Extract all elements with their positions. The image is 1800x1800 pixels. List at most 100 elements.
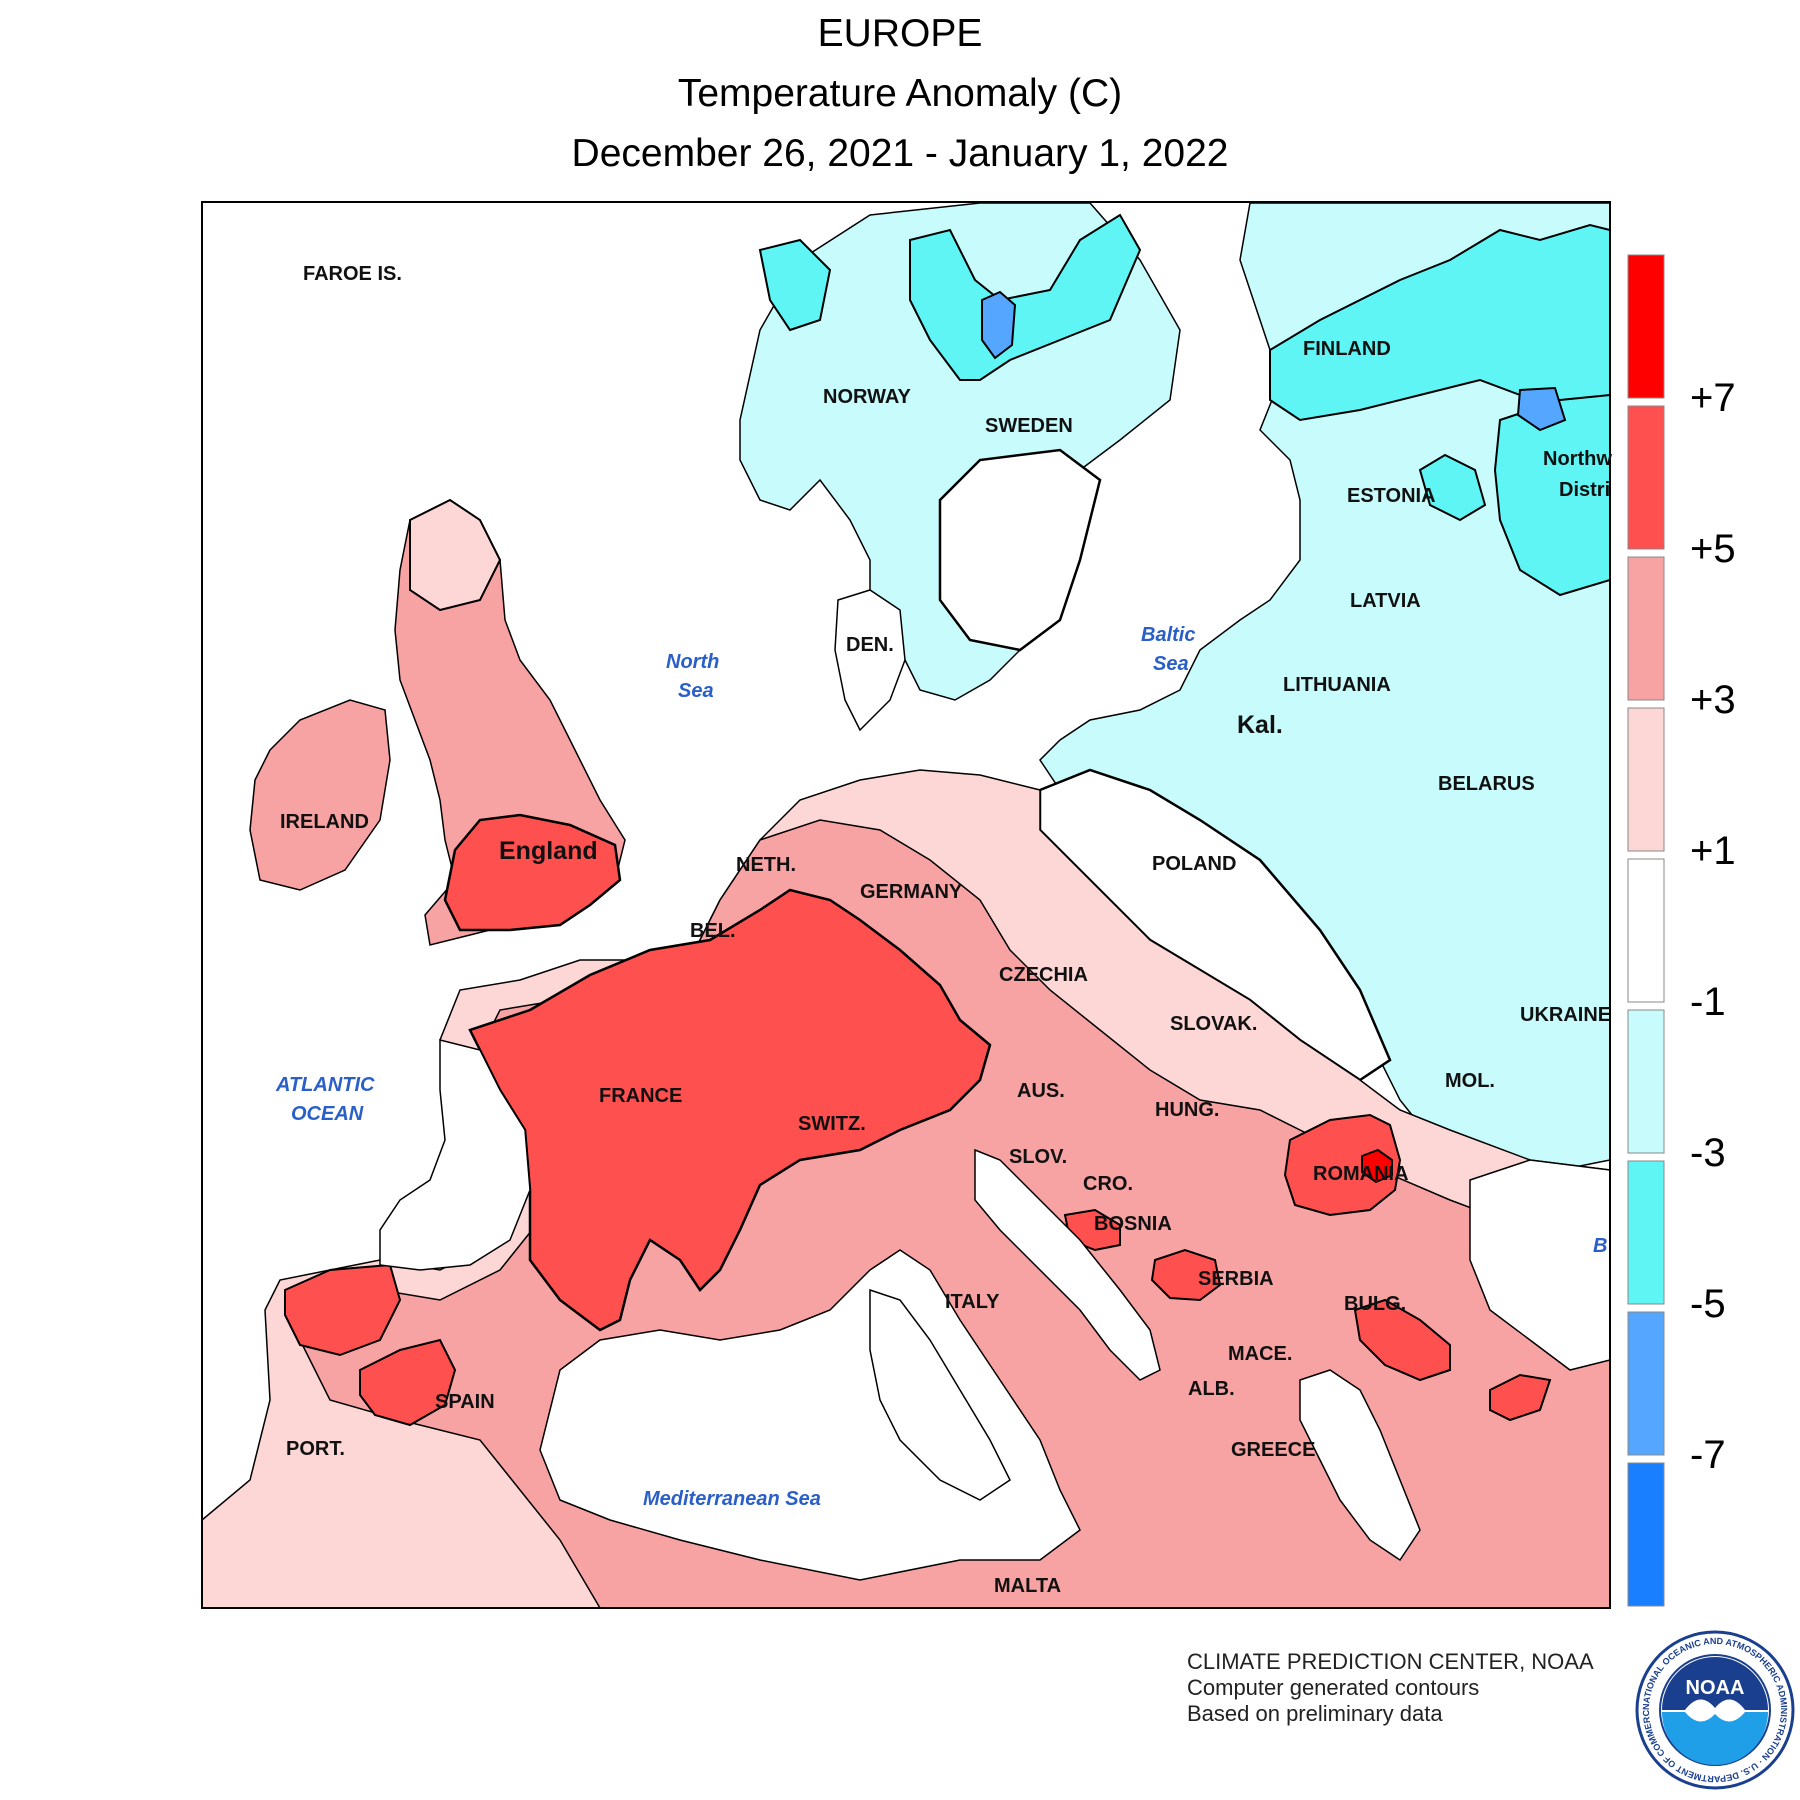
label-slovenia: SLOV. <box>1009 1146 1067 1168</box>
label-denmark: DEN. <box>846 634 894 656</box>
bulgaria-warm-core <box>1353 1298 1451 1382</box>
label-switzerland: SWITZ. <box>798 1113 866 1135</box>
label-portugal: PORT. <box>286 1438 345 1460</box>
serbia-warm-core <box>1150 1248 1222 1302</box>
label-belarus: BELARUS <box>1438 773 1535 795</box>
bay-of-biscay <box>379 1039 531 1271</box>
label-czechia: CZECHIA <box>999 964 1088 986</box>
logo-top-fill <box>1662 1657 1768 1710</box>
label-ukraine: UKRAINE <box>1520 1004 1611 1026</box>
england-warm-core <box>443 813 622 932</box>
label-moldova: MOL. <box>1445 1070 1495 1092</box>
label-atlantic-1: ATLANTIC <box>275 1074 375 1096</box>
map-title: EUROPE <box>817 12 983 55</box>
turkey-warm-core <box>1489 1373 1552 1422</box>
label-northwest: Northw <box>1543 448 1612 470</box>
legend-tick-label: +5 <box>1690 527 1736 571</box>
aegean-sea <box>1299 1369 1421 1562</box>
legend-swatch <box>1627 858 1665 1003</box>
noaa-logo: NATIONAL OCEANIC AND ATMOSPHERIC ADMINIS… <box>1635 1630 1795 1790</box>
legend-swatch <box>1627 1311 1665 1456</box>
denmark-land <box>834 589 906 732</box>
russia-northwest-very-cold <box>1516 386 1567 432</box>
map-content <box>202 202 1610 1608</box>
legend-swatch <box>1627 707 1665 852</box>
label-mediterranean: Mediterranean Sea <box>643 1488 821 1510</box>
legend-tick-label: -3 <box>1690 1131 1726 1175</box>
legend-tick-label: +1 <box>1690 829 1736 873</box>
label-bulgaria: BULG. <box>1344 1293 1406 1315</box>
tyrrhenian-sea <box>869 1288 1011 1501</box>
spain-central-warm-core <box>359 1338 457 1427</box>
adriatic-sea <box>974 1148 1161 1381</box>
label-bosnia: BOSNIA <box>1094 1213 1172 1235</box>
map-subtitle: Temperature Anomaly (C) <box>677 72 1123 115</box>
scandinavia-neutral-zone <box>938 448 1102 652</box>
legend-swatch <box>1627 405 1665 550</box>
norway-cold-core <box>909 213 1142 381</box>
legend-swatch <box>1627 556 1665 701</box>
label-baltic-2: Sea <box>1153 653 1189 675</box>
legend-tick-label: -7 <box>1690 1433 1726 1477</box>
label-poland: POLAND <box>1152 853 1236 875</box>
label-malta: MALTA <box>994 1575 1061 1597</box>
russia-northwest-cold-core <box>1493 393 1610 597</box>
label-austria: AUS. <box>1017 1080 1065 1102</box>
label-atlantic-2: OCEAN <box>291 1103 364 1125</box>
label-spain: SPAIN <box>435 1391 495 1413</box>
label-north-sea-1: North <box>666 651 719 673</box>
label-faroe: FAROE IS. <box>303 263 402 285</box>
map-date-range: December 26, 2021 - January 1, 2022 <box>571 132 1229 175</box>
logo-bottom-fill <box>1662 1712 1768 1765</box>
legend-tick-label: +7 <box>1690 376 1736 420</box>
label-kaliningrad: Kal. <box>1237 711 1283 739</box>
credit-method: Computer generated contours <box>1187 1675 1480 1700</box>
norway-coastal-cold <box>758 238 832 332</box>
label-hungary: HUNG. <box>1155 1099 1219 1121</box>
estonia-cold-core <box>1418 453 1487 522</box>
label-black-sea-partial: B <box>1593 1235 1607 1257</box>
legend-swatch <box>1627 1160 1665 1305</box>
legend-colorbar <box>1627 254 1665 1607</box>
label-baltic-1: Baltic <box>1141 624 1195 646</box>
logo-bird-icon <box>1685 1703 1745 1719</box>
label-district: Distri <box>1559 479 1610 501</box>
mediterranean-sea <box>539 1249 1081 1581</box>
france-warm-core <box>468 888 992 1332</box>
map-frame <box>201 201 1611 1609</box>
label-greece: GREECE <box>1231 1439 1315 1461</box>
legend-tick-label: -5 <box>1690 1282 1726 1326</box>
label-finland: FINLAND <box>1303 338 1391 360</box>
label-netherlands: NETH. <box>736 854 796 876</box>
scotland-light-zone <box>409 498 502 612</box>
label-sweden: SWEDEN <box>985 415 1073 437</box>
legend-swatch <box>1627 254 1665 399</box>
label-slovakia: SLOVAK. <box>1170 1013 1257 1035</box>
label-serbia: SERBIA <box>1198 1268 1274 1290</box>
label-romania: ROMANIA <box>1313 1163 1409 1185</box>
label-macedonia: MACE. <box>1228 1343 1292 1365</box>
label-north-sea-2: Sea <box>678 680 714 702</box>
label-belgium: BEL. <box>690 920 736 942</box>
label-italy: ITALY <box>945 1291 1000 1313</box>
legend-swatch <box>1627 1009 1665 1154</box>
ireland-land <box>249 699 391 891</box>
legend-tick-label: +3 <box>1690 678 1736 722</box>
label-england: England <box>499 837 598 865</box>
label-ireland: IRELAND <box>280 811 369 833</box>
romania-warm-core <box>1283 1113 1402 1217</box>
romania-hot-spot <box>1361 1148 1393 1184</box>
label-estonia: ESTONIA <box>1347 485 1436 507</box>
legend-tick-label: -1 <box>1690 980 1726 1024</box>
label-latvia: LATVIA <box>1350 590 1421 612</box>
label-lithuania: LITHUANIA <box>1283 674 1391 696</box>
credit-agency: CLIMATE PREDICTION CENTER, NOAA <box>1187 1649 1594 1674</box>
label-norway: NORWAY <box>823 386 911 408</box>
label-france: FRANCE <box>599 1085 682 1107</box>
label-croatia: CRO. <box>1083 1173 1133 1195</box>
label-germany: GERMANY <box>860 881 963 903</box>
spain-northwest-warm-core <box>284 1263 402 1357</box>
credit-note: Based on preliminary data <box>1187 1701 1443 1726</box>
logo-text: NOAA <box>1686 1677 1745 1699</box>
